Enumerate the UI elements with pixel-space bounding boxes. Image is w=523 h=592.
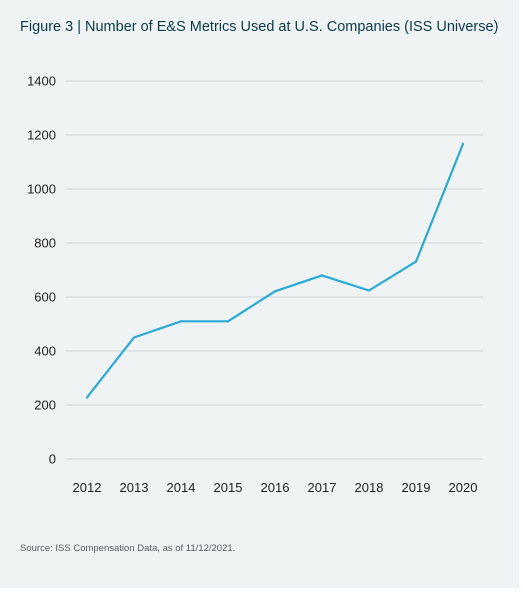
y-tick-label: 200 <box>34 398 56 413</box>
x-tick-label: 2013 <box>120 480 149 495</box>
series-line <box>85 142 465 399</box>
y-tick-label: 1200 <box>27 128 56 143</box>
x-axis-ticks: 2012 2013 2014 2015 2016 2017 2018 2019 2020 <box>73 480 478 495</box>
x-tick-label: 2017 <box>308 480 337 495</box>
y-tick-label: 400 <box>34 344 56 359</box>
chart-title: Figure 3 | Number of E&S Metrics Used at… <box>20 19 499 35</box>
data-point-2014 <box>179 320 183 323</box>
data-point-2016 <box>273 290 277 293</box>
data-point-2017 <box>320 274 324 277</box>
y-tick-label: 1400 <box>27 74 56 89</box>
y-tick-label: 1000 <box>27 182 56 197</box>
x-tick-label: 2016 <box>261 480 290 495</box>
y-tick-label: 600 <box>34 290 56 305</box>
data-point-2020 <box>461 142 465 146</box>
gridlines <box>66 80 483 460</box>
y-axis-ticks: 0 200 400 600 800 1000 1200 1400 <box>27 74 56 467</box>
x-tick-label: 2014 <box>167 480 196 495</box>
data-point-2018 <box>367 289 371 292</box>
source-note: Source: ISS Compensation Data, as of 11/… <box>20 543 236 554</box>
x-tick-label: 2019 <box>402 480 431 495</box>
x-tick-label: 2012 <box>73 480 102 495</box>
data-point-2012 <box>85 396 89 399</box>
y-tick-label: 800 <box>34 236 56 251</box>
x-tick-label: 2015 <box>214 480 243 495</box>
y-tick-label: 0 <box>49 452 56 467</box>
data-point-2019 <box>414 260 418 263</box>
series-layer <box>85 142 465 399</box>
data-point-2015 <box>226 320 230 323</box>
x-tick-label: 2020 <box>449 480 478 495</box>
data-point-2013 <box>132 336 136 339</box>
x-tick-label: 2018 <box>355 480 384 495</box>
